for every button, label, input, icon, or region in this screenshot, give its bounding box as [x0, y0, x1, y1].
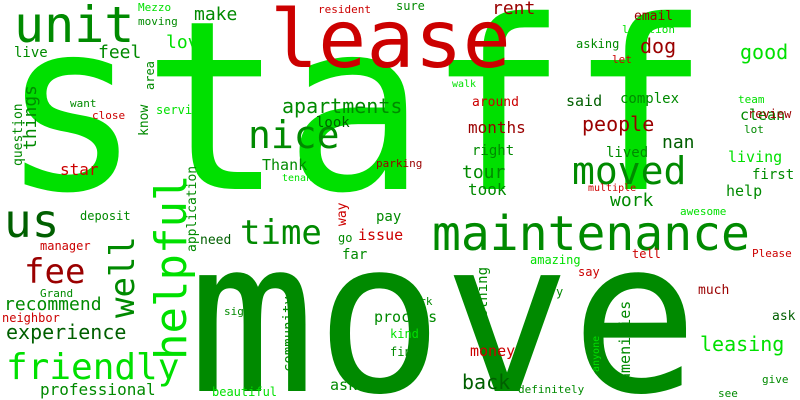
word-clean: clean — [740, 106, 786, 124]
word-walk: walk — [452, 79, 477, 90]
word-moving: moving — [138, 15, 178, 28]
word-help: help — [726, 182, 763, 200]
word-sure: sure — [396, 0, 425, 13]
word-say: say — [578, 265, 600, 279]
word-money: money — [470, 342, 516, 360]
word-park: park — [406, 295, 433, 308]
word-around: around — [472, 95, 519, 110]
word-pay: pay — [376, 209, 402, 225]
word-issue: issue — [358, 226, 404, 244]
word-amazing: amazing — [530, 253, 581, 267]
word-location: location — [622, 23, 675, 36]
word-lease: lease — [270, 0, 511, 86]
word-y: y — [556, 285, 564, 299]
word-lived: lived — [606, 145, 649, 161]
word-multiple: multiple — [588, 183, 637, 194]
word-move: move — [188, 194, 699, 400]
word-service: service — [156, 103, 207, 117]
word-nice: nice — [248, 113, 340, 157]
word-lot: lot — [744, 123, 764, 136]
word-asked: asked — [330, 376, 376, 394]
word-definitely: definitely — [518, 383, 585, 396]
word-email: email — [634, 9, 674, 24]
word-back: back — [462, 370, 511, 394]
word-feel: feel — [98, 42, 142, 63]
word-much: much — [698, 283, 730, 298]
word-Grand: Grand — [40, 287, 74, 300]
word-need: need — [200, 233, 232, 248]
word-know: know — [137, 104, 152, 136]
word-community: community — [281, 296, 297, 372]
word-deposit: deposit — [80, 209, 131, 223]
word-look: look — [316, 115, 350, 131]
word-amenities: amenities — [616, 300, 634, 382]
word-asking: asking — [576, 37, 620, 51]
word-tour: tour — [462, 162, 506, 183]
word-fee: fee — [24, 252, 86, 292]
word-neighbor: neighbor — [2, 311, 60, 325]
word-resident: resident — [318, 3, 371, 16]
word-manager: manager — [40, 239, 91, 253]
word-far: far — [342, 247, 368, 263]
word-took: took — [468, 180, 507, 199]
word-dog: dog — [640, 34, 677, 58]
word-maintenance: maintenance — [432, 206, 750, 262]
word-anyone: anyone — [591, 335, 602, 372]
word-give: give — [762, 373, 789, 386]
word-professional: professional — [40, 380, 156, 399]
word-moved: moved — [572, 149, 687, 193]
word-process: process — [374, 308, 438, 326]
word-star: star — [60, 160, 99, 179]
word-nan: nan — [662, 132, 695, 153]
word-team: team — [738, 93, 765, 106]
word-parking: parking — [376, 157, 423, 170]
word-Thank: Thank — [262, 156, 308, 174]
word-apartments: apartments — [282, 94, 403, 118]
word-right: right — [472, 143, 515, 159]
word-kind: kind — [390, 327, 419, 341]
word-tenant: tenant — [282, 173, 319, 184]
word-application: application — [185, 165, 200, 252]
word-us: us — [4, 194, 60, 248]
word-complex: complex — [620, 91, 680, 107]
word-first: first — [752, 167, 795, 183]
word-staff: staff — [0, 0, 711, 245]
word-tell: tell — [632, 247, 661, 261]
word-want: want — [70, 97, 97, 110]
word-well: well — [103, 236, 143, 318]
word-way: way — [335, 202, 350, 226]
word-good: good — [740, 40, 789, 64]
word-unit: unit — [14, 0, 135, 54]
word-leasing: leasing — [700, 332, 785, 356]
word-nothing: nothing — [475, 266, 491, 326]
word-love: love — [166, 32, 210, 53]
word-Please: Please — [752, 247, 792, 260]
word-let: let — [612, 53, 632, 66]
word-months: months — [468, 118, 526, 137]
word-said: said — [566, 92, 603, 110]
word-experience: experience — [6, 320, 127, 344]
word-go: go — [338, 231, 353, 245]
word-rent: rent — [492, 0, 536, 19]
word-friendly: friendly — [6, 347, 180, 388]
word-close: close — [92, 109, 126, 122]
word-area: area — [143, 61, 157, 90]
word-ask: ask — [772, 309, 796, 324]
word-work: work — [610, 190, 654, 211]
word-beautiful: beautiful — [212, 385, 278, 399]
word-sign: sign — [224, 305, 251, 318]
word-living: living — [728, 148, 783, 166]
word-live: live — [14, 45, 48, 61]
word-people: people — [582, 112, 655, 136]
word-find: find — [390, 345, 419, 359]
word-time: time — [240, 213, 322, 253]
word-recommend: recommend — [4, 294, 102, 315]
word-awesome: awesome — [680, 205, 727, 218]
word-question: question — [11, 103, 26, 166]
word-Mezzo: Mezzo — [138, 1, 172, 14]
word-see: see — [718, 387, 738, 400]
word-review: review — [748, 107, 792, 121]
word-make: make — [194, 4, 238, 25]
